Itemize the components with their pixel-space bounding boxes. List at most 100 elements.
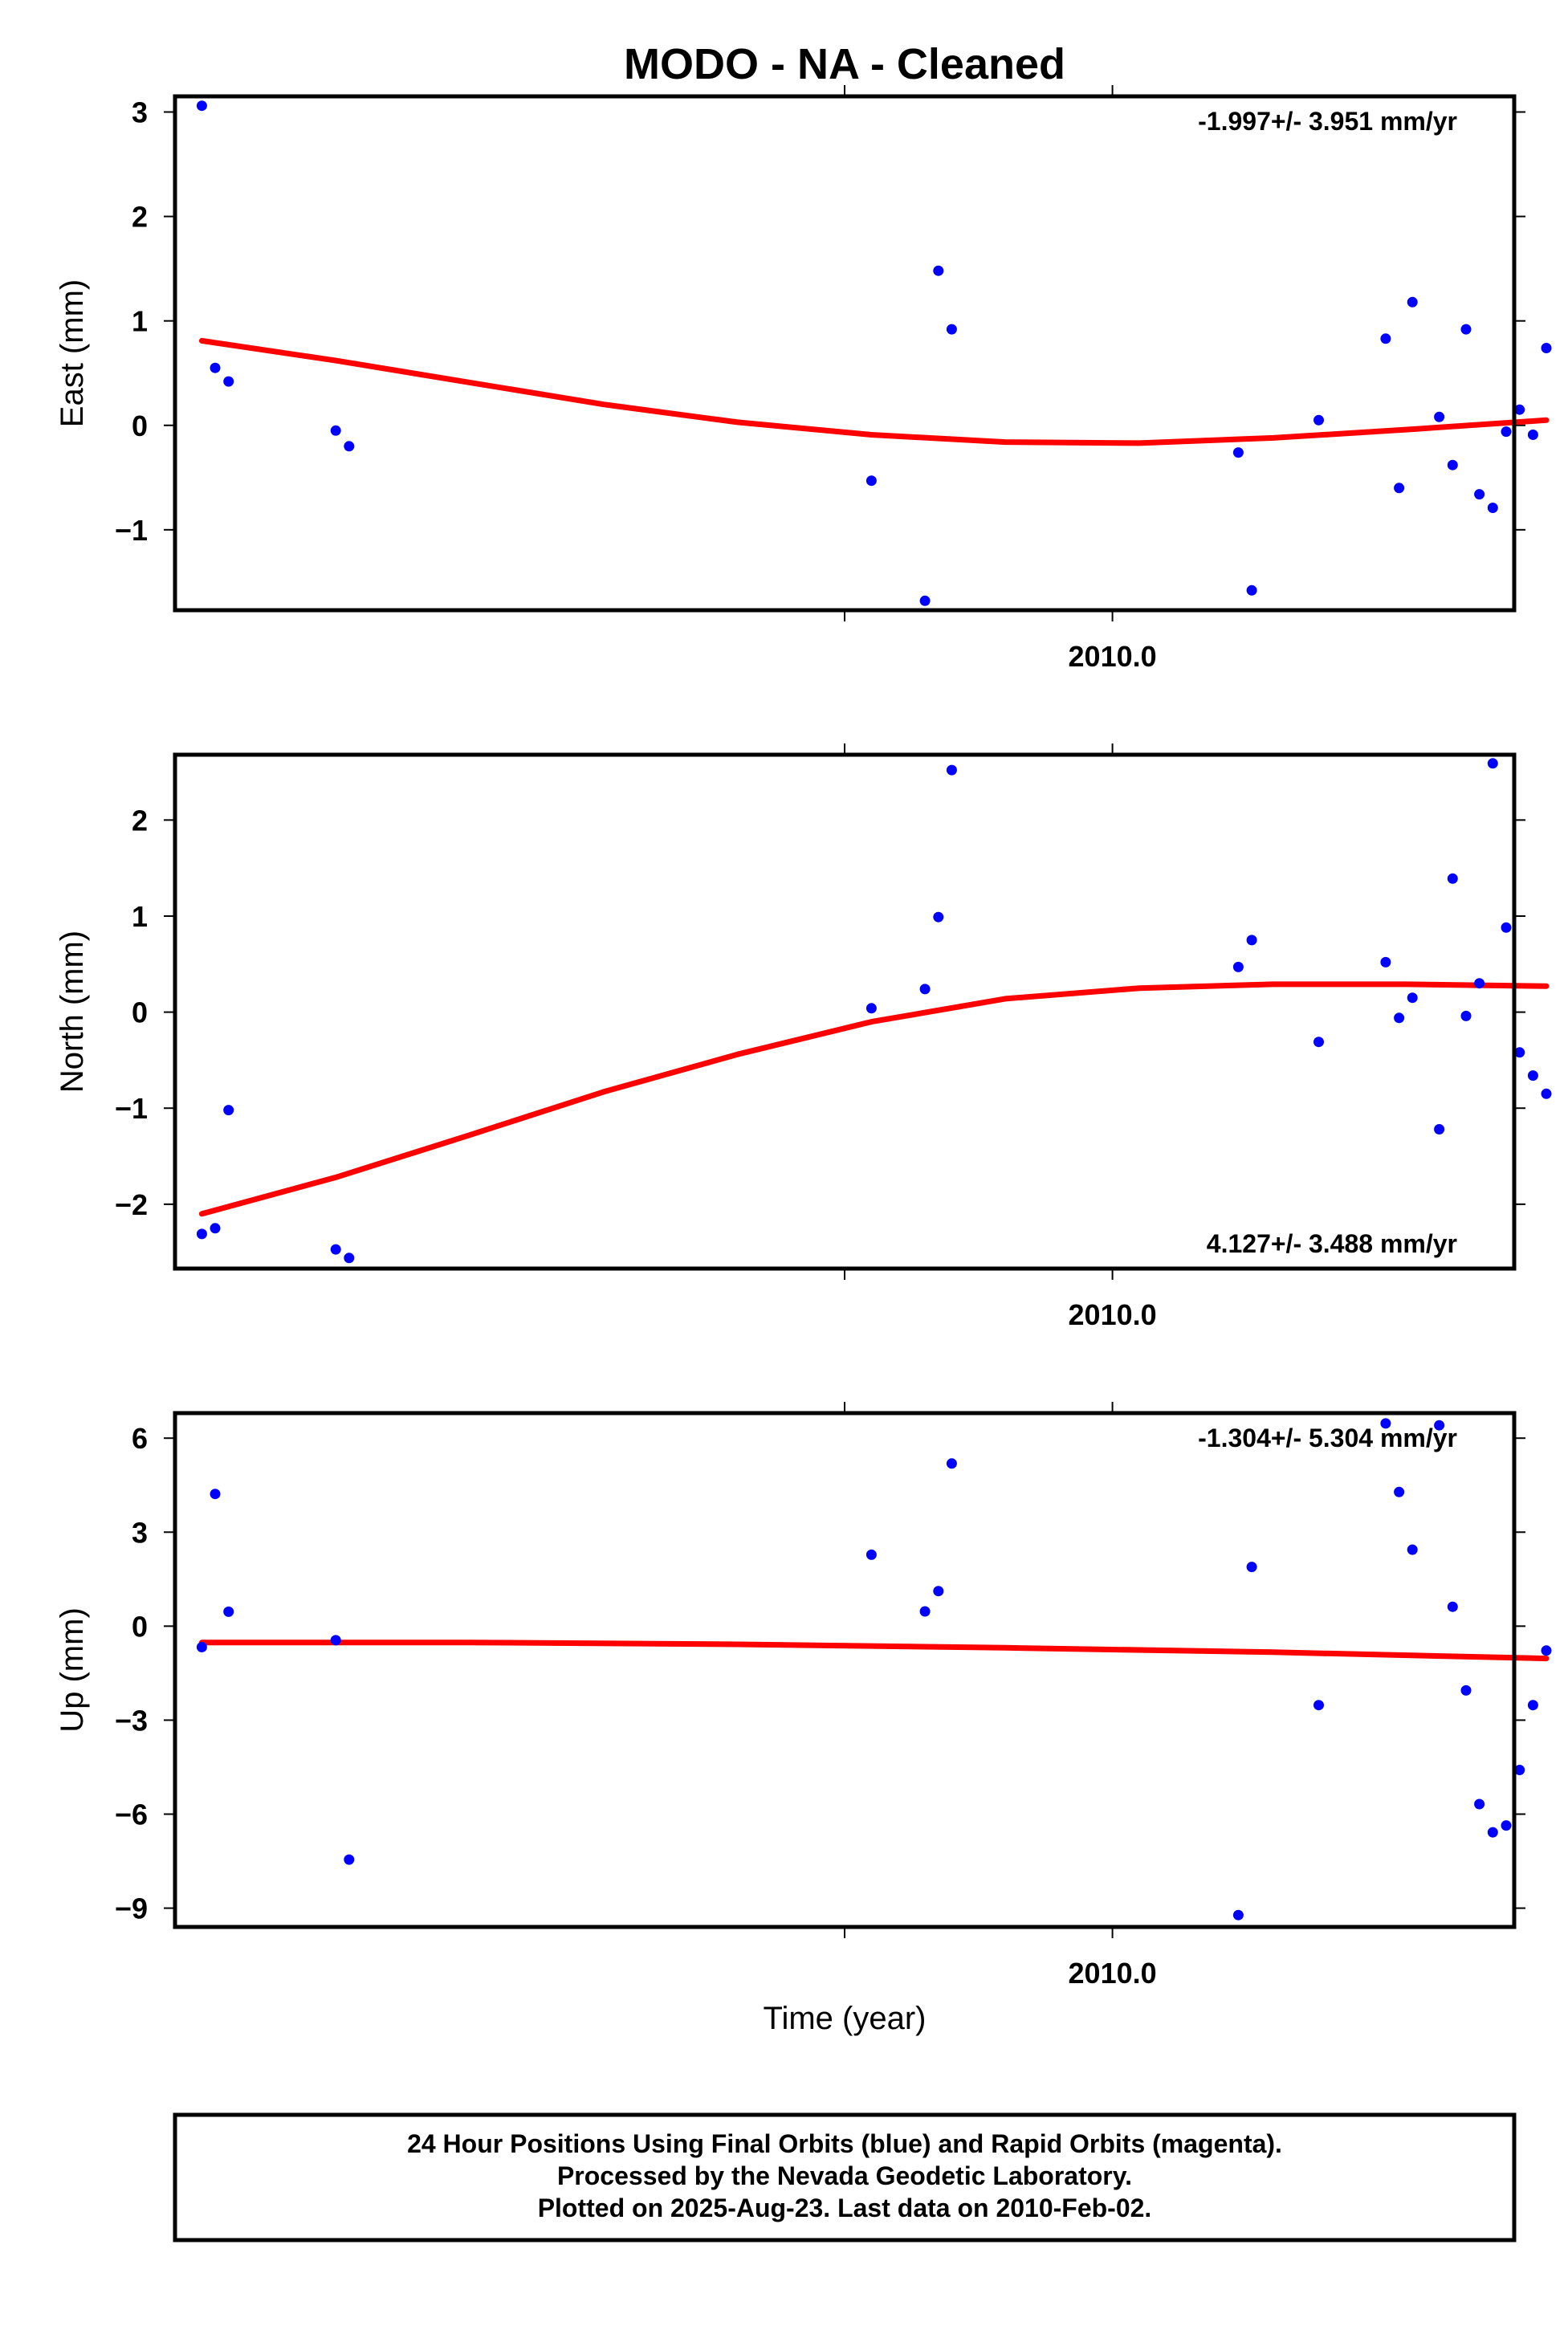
y-axis-label: North (mm): [55, 931, 90, 1093]
data-point: [1527, 430, 1538, 440]
data-point: [1407, 296, 1418, 308]
data-point: [1447, 1601, 1458, 1612]
y-tick-label: 6: [132, 1422, 148, 1455]
data-point: [1407, 992, 1418, 1004]
data-point: [196, 100, 207, 112]
data-point: [330, 1244, 341, 1255]
data-point: [919, 595, 931, 606]
data-point: [1380, 1418, 1391, 1429]
data-point: [1246, 585, 1257, 596]
data-point: [223, 1606, 234, 1617]
data-point: [946, 764, 957, 776]
y-tick-label: 3: [132, 96, 148, 129]
data-point: [1434, 1124, 1445, 1134]
y-tick-label: 1: [132, 305, 148, 338]
y-tick-label: 0: [132, 1610, 148, 1643]
y-tick-label: 0: [132, 409, 148, 442]
data-point: [1501, 426, 1512, 438]
data-point: [1232, 961, 1244, 972]
data-point: [344, 441, 355, 452]
y-tick-label: 3: [132, 1516, 148, 1549]
data-point: [210, 362, 221, 373]
data-point: [1232, 447, 1244, 458]
footer-line-2: Processed by the Nevada Geodetic Laborat…: [557, 2161, 1132, 2190]
panel-east: 3 2 1 0 −1 2010.0 East (mm) -1.997+/- 3.951 mm/…: [55, 85, 1552, 673]
y-tick-label: 2: [132, 201, 148, 234]
data-point: [330, 1635, 341, 1646]
data-point: [1474, 489, 1485, 500]
data-point: [223, 376, 234, 387]
data-point: [946, 1458, 957, 1469]
data-point: [1527, 1700, 1538, 1711]
data-point: [1541, 1645, 1552, 1656]
data-point: [933, 1586, 944, 1597]
fit-curve: [198, 981, 1550, 1217]
rate-annotation: 4.127+/- 3.488 mm/yr: [1207, 1229, 1457, 1258]
data-point: [1514, 1047, 1525, 1058]
x-tick-label: 2010.0: [1069, 1298, 1157, 1331]
data-point: [1474, 978, 1485, 989]
data-point: [344, 1854, 355, 1865]
data-point: [1460, 324, 1472, 335]
data-point: [1447, 459, 1458, 470]
y-tick-label: −3: [115, 1704, 148, 1737]
data-point: [933, 265, 944, 276]
y-tick-label: −6: [115, 1798, 148, 1831]
data-point: [1246, 935, 1257, 946]
data-point: [1541, 1088, 1552, 1099]
footer-box: 24 Hour Positions Using Final Orbits (bl…: [173, 2112, 1517, 2242]
data-point: [223, 1105, 234, 1116]
x-tick-label: 2010.0: [1069, 640, 1157, 673]
data-point: [1313, 414, 1324, 426]
data-point: [1487, 503, 1498, 513]
fit-curve: [198, 337, 1550, 446]
data-point: [933, 911, 944, 923]
y-tick-label: −2: [115, 1188, 148, 1221]
data-point: [865, 1549, 877, 1560]
data-point: [1474, 1798, 1485, 1810]
y-tick-label: 1: [132, 900, 148, 933]
data-point: [1434, 1420, 1445, 1431]
data-point: [1394, 1012, 1405, 1024]
rate-annotation: -1.304+/- 5.304 mm/yr: [1198, 1424, 1457, 1452]
rate-annotation: -1.997+/- 3.951 mm/yr: [1198, 107, 1457, 136]
data-point: [1541, 343, 1552, 353]
y-axis-label: Up (mm): [55, 1607, 90, 1733]
data-point: [1514, 1765, 1525, 1775]
panel-north: 2 1 0 −1 −2 2010.0 North (mm) 4.127+/- 3.488 mm…: [55, 743, 1552, 1331]
data-point: [1380, 333, 1391, 344]
x-tick-label: 2010.0: [1069, 1957, 1157, 1990]
y-tick-label: −1: [115, 1092, 148, 1125]
panel-up: 6 3 0 −3 −6 −9 2010.0 Up (mm) -1.304+/- 5.304 mm…: [55, 1402, 1552, 1990]
y-tick-label: −9: [115, 1892, 148, 1925]
data-point: [1501, 1820, 1512, 1831]
data-point: [344, 1253, 355, 1264]
x-axis-label: Time (year): [764, 2001, 927, 2036]
data-point: [919, 1606, 931, 1617]
data-point: [1313, 1700, 1324, 1711]
data-point: [1232, 1909, 1244, 1921]
fit-curve: [198, 1640, 1550, 1662]
y-tick-label: 2: [132, 804, 148, 837]
data-point: [946, 324, 957, 335]
data-point: [1407, 1544, 1418, 1555]
data-point: [919, 984, 931, 995]
footer-frame: [173, 2112, 1517, 2242]
data-point: [1447, 873, 1458, 884]
data-point: [196, 1642, 207, 1652]
data-point: [1434, 411, 1445, 422]
data-point: [196, 1228, 207, 1240]
data-point: [210, 1489, 221, 1500]
data-point: [1394, 1486, 1405, 1497]
chart-title: MODO - NA - Cleaned: [624, 40, 1065, 88]
plot-frame: [173, 94, 1517, 613]
data-point: [1380, 956, 1391, 967]
data-point: [1487, 1827, 1498, 1838]
data-point: [1514, 404, 1525, 415]
footer-line-1: 24 Hour Positions Using Final Orbits (bl…: [407, 2129, 1282, 2158]
data-point: [1313, 1037, 1324, 1048]
data-point: [1527, 1070, 1538, 1081]
y-tick-label: 0: [132, 996, 148, 1029]
data-point: [1460, 1010, 1472, 1021]
